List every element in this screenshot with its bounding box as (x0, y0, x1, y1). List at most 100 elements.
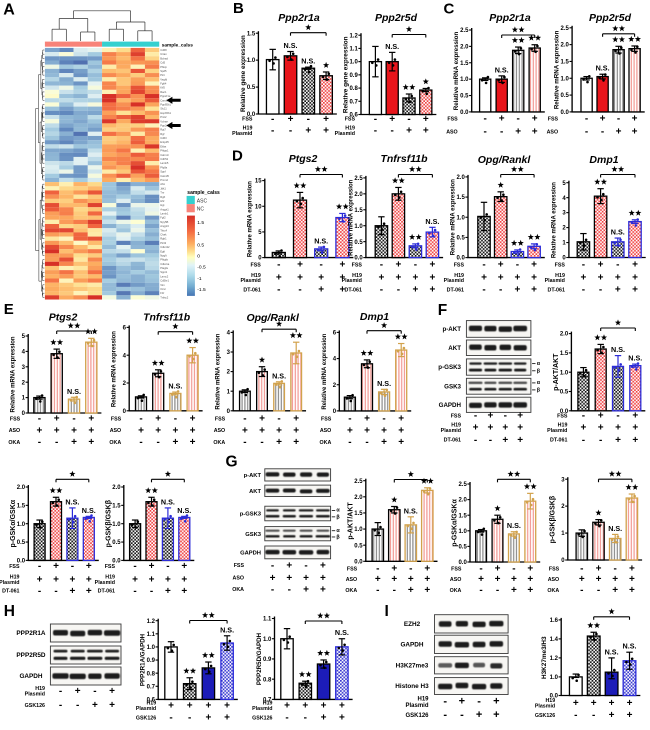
svg-text:Hspb5b1: Hspb5b1 (160, 111, 171, 115)
svg-text:-: - (277, 285, 280, 296)
svg-text:+: + (364, 425, 370, 436)
svg-text:-: - (365, 437, 368, 448)
svg-text:2: 2 (561, 504, 565, 510)
svg-text:DT-061: DT-061 (2, 589, 19, 595)
svg-text:+: + (398, 437, 404, 448)
svg-text:4: 4 (562, 196, 566, 202)
svg-text:+: + (224, 713, 230, 724)
svg-text:+: + (181, 586, 187, 597)
svg-text:1.1: 1.1 (263, 617, 272, 623)
svg-text:-: - (271, 126, 274, 137)
svg-text:α: α (537, 361, 541, 367)
svg-text:+: + (591, 698, 597, 709)
svg-text:GAPDH: GAPDH (240, 551, 261, 557)
svg-text:1.0: 1.0 (147, 645, 156, 651)
svg-text:DT-061: DT-061 (98, 589, 115, 595)
svg-text:Plasmid: Plasmid (335, 131, 355, 137)
svg-text:+: + (71, 437, 77, 448)
svg-text:+: + (527, 585, 533, 596)
svg-text:Rgt7: Rgt7 (160, 128, 166, 132)
svg-text:N.S.: N.S. (605, 647, 619, 656)
svg-text:+: + (616, 127, 622, 138)
svg-text:Cd5: Cd5 (160, 61, 165, 65)
svg-text:ASO: ASO (233, 576, 244, 582)
svg-text:DT-061: DT-061 (548, 287, 565, 293)
svg-text:Pfkcp: Pfkcp (160, 65, 167, 69)
svg-text:Npy5B: Npy5B (160, 220, 168, 224)
svg-text:+: + (632, 127, 638, 138)
svg-text:N.S.: N.S. (168, 382, 182, 391)
svg-text:4: 4 (22, 350, 26, 356)
svg-text:+: + (487, 411, 493, 422)
svg-text:Cand3: Cand3 (160, 98, 168, 102)
svg-text:-: - (277, 260, 280, 271)
svg-text:0.5: 0.5 (247, 85, 256, 91)
svg-text:+: + (609, 698, 615, 709)
svg-text:+: + (627, 698, 633, 709)
svg-text:+: + (459, 696, 465, 708)
svg-text:Tnfrsf11b: Tnfrsf11b (380, 153, 428, 165)
svg-text:+: + (69, 575, 75, 586)
svg-text:OKA: OKA (8, 440, 20, 446)
svg-text:-: - (38, 437, 41, 448)
svg-text:+: + (339, 701, 345, 712)
svg-text:Sppt1: Sppt1 (160, 270, 168, 274)
svg-text:H19: H19 (545, 698, 555, 704)
svg-text:-: - (616, 411, 619, 422)
svg-text:Relative mRNA expression: Relative mRNA expression (247, 181, 253, 257)
svg-text:+: + (270, 573, 276, 584)
svg-text:-: - (477, 696, 481, 708)
svg-text:1.0: 1.0 (354, 224, 363, 230)
svg-text:2.5: 2.5 (561, 26, 570, 32)
svg-text:-: - (55, 437, 58, 448)
svg-text:1.2: 1.2 (147, 619, 156, 625)
svg-text:GSK126: GSK126 (25, 703, 45, 709)
svg-text:-: - (585, 114, 588, 125)
svg-text:H19: H19 (35, 686, 45, 692)
svg-text:+: + (86, 575, 92, 586)
svg-text:-: - (139, 414, 142, 425)
svg-text:Relative gene expression: Relative gene expression (240, 35, 247, 112)
svg-text:0.0: 0.0 (17, 559, 26, 565)
svg-text:+: + (364, 414, 370, 425)
svg-text:0.9: 0.9 (263, 657, 272, 663)
svg-text:+: + (531, 285, 537, 296)
svg-text:4: 4 (227, 331, 231, 337)
svg-text:DT-061: DT-061 (550, 438, 567, 444)
svg-text:Relative mRNA expression: Relative mRNA expression (551, 182, 557, 258)
svg-text:+: + (276, 425, 282, 436)
svg-text:GSK126: GSK126 (252, 716, 272, 722)
svg-text:1: 1 (197, 231, 200, 237)
svg-text:N.S.: N.S. (177, 506, 191, 515)
svg-text:Ptgs2: Ptgs2 (49, 311, 78, 323)
svg-text:-: - (443, 696, 447, 708)
svg-text:+: + (36, 425, 42, 436)
svg-text:Ppp2r5d: Ppp2r5d (589, 12, 632, 24)
svg-text:+: + (92, 700, 98, 711)
svg-text:OKA: OKA (450, 588, 462, 594)
svg-text:-: - (482, 260, 485, 271)
svg-text:Relative mRNA expression: Relative mRNA expression (11, 336, 17, 412)
svg-text:ASO: ASO (9, 428, 20, 434)
svg-text:Calm1r: Calm1r (160, 153, 169, 157)
svg-text:+: + (514, 273, 520, 284)
svg-text:3: 3 (562, 211, 566, 217)
svg-text:-: - (592, 710, 595, 721)
svg-text:N.S.: N.S. (67, 387, 81, 396)
svg-text:-: - (271, 560, 274, 571)
svg-text:+: + (37, 575, 43, 586)
svg-text:+: + (423, 126, 429, 137)
svg-text:Phlpp1: Phlpp1 (160, 149, 169, 153)
svg-text:Bchad: Bchad (160, 56, 168, 60)
svg-text:2.0: 2.0 (354, 495, 363, 501)
svg-text:N.S.: N.S. (596, 64, 610, 73)
svg-text:+: + (632, 114, 638, 125)
svg-text:GSK126: GSK126 (535, 713, 555, 719)
svg-text:+: + (323, 114, 329, 125)
svg-text:-: - (348, 414, 351, 425)
svg-text:+: + (573, 698, 579, 709)
svg-text:+: + (391, 564, 397, 575)
svg-text:2.0: 2.0 (112, 485, 121, 491)
svg-text:+: + (596, 564, 602, 575)
svg-text:Angpt1: Angpt1 (160, 207, 169, 211)
